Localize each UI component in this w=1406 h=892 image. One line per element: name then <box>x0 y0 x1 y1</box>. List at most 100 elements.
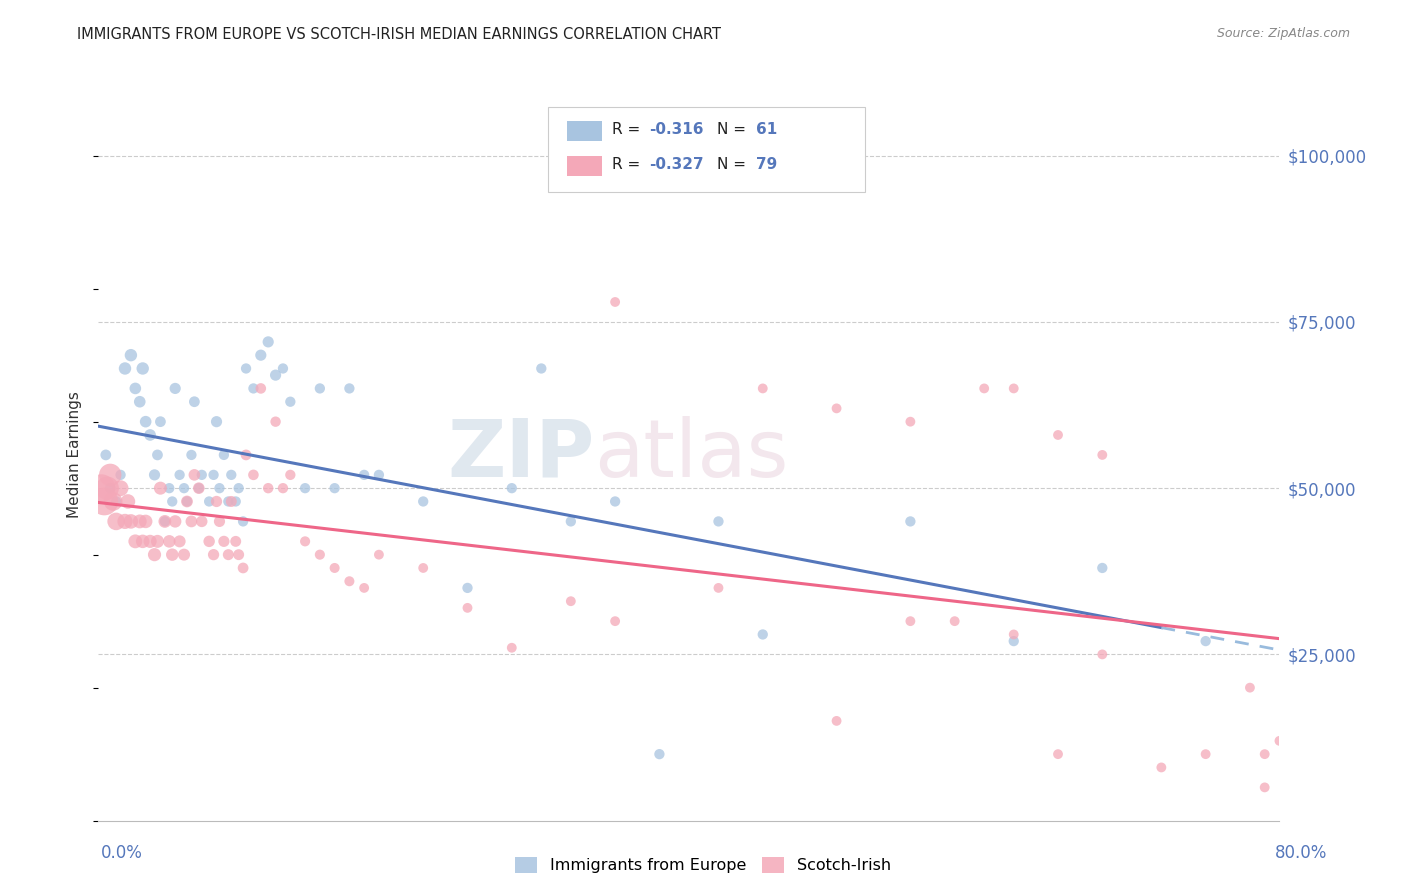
Point <box>457 581 479 595</box>
Point <box>309 381 332 395</box>
Point <box>323 561 346 575</box>
Point <box>752 627 775 641</box>
Point <box>94 448 117 462</box>
Point <box>183 467 205 482</box>
Point <box>135 415 157 429</box>
Point <box>128 515 150 529</box>
Point <box>412 561 434 575</box>
Point <box>90 481 112 495</box>
Text: N =: N = <box>717 157 751 171</box>
Point <box>98 467 121 482</box>
Text: 61: 61 <box>756 122 778 136</box>
Point <box>205 415 228 429</box>
Point <box>242 467 264 482</box>
Point <box>232 515 254 529</box>
Point <box>271 361 294 376</box>
Point <box>146 448 169 462</box>
Point <box>139 428 162 442</box>
Point <box>280 467 302 482</box>
Point <box>294 481 316 495</box>
Point <box>1002 381 1025 395</box>
Point <box>228 548 250 562</box>
Point <box>353 581 375 595</box>
Point <box>1002 627 1025 641</box>
Point <box>1254 747 1277 761</box>
Point <box>157 534 180 549</box>
Point <box>900 515 922 529</box>
Point <box>120 515 142 529</box>
Point <box>105 515 128 529</box>
Point <box>149 481 172 495</box>
Point <box>98 481 121 495</box>
Point <box>135 515 157 529</box>
Point <box>132 534 155 549</box>
Point <box>257 481 280 495</box>
Point <box>225 494 247 508</box>
Text: -0.316: -0.316 <box>650 122 704 136</box>
Point <box>1002 634 1025 648</box>
Point <box>124 381 146 395</box>
Point <box>1091 648 1114 662</box>
Point <box>162 548 183 562</box>
Point <box>707 515 730 529</box>
Point <box>605 295 627 310</box>
Point <box>264 368 287 383</box>
Point <box>205 494 228 508</box>
Point <box>191 515 214 529</box>
Point <box>368 467 391 482</box>
Point <box>212 534 235 549</box>
Point <box>96 481 118 495</box>
Point <box>1254 780 1277 795</box>
Point <box>1239 681 1261 695</box>
Point <box>120 348 142 362</box>
Point <box>280 394 302 409</box>
Point <box>157 481 180 495</box>
Point <box>242 381 264 395</box>
Point <box>173 481 195 495</box>
Text: R =: R = <box>612 122 645 136</box>
Point <box>212 448 235 462</box>
Point <box>143 548 166 562</box>
Point <box>139 534 162 549</box>
Point <box>605 614 627 628</box>
Point <box>250 348 273 362</box>
Point <box>128 394 150 409</box>
Legend: Immigrants from Europe, Scotch-Irish: Immigrants from Europe, Scotch-Irish <box>508 850 898 880</box>
Point <box>943 614 966 628</box>
Point <box>501 640 523 655</box>
Point <box>132 361 155 376</box>
Point <box>173 548 195 562</box>
Point <box>264 415 287 429</box>
Point <box>202 548 225 562</box>
Point <box>825 714 848 728</box>
Text: IMMIGRANTS FROM EUROPE VS SCOTCH-IRISH MEDIAN EARNINGS CORRELATION CHART: IMMIGRANTS FROM EUROPE VS SCOTCH-IRISH M… <box>77 27 721 42</box>
Point <box>225 534 247 549</box>
Point <box>257 334 280 349</box>
Point <box>149 415 172 429</box>
Point <box>176 494 198 508</box>
Point <box>271 481 294 495</box>
Point <box>114 361 136 376</box>
Point <box>221 494 243 508</box>
Point <box>187 481 209 495</box>
Text: Source: ZipAtlas.com: Source: ZipAtlas.com <box>1216 27 1350 40</box>
Point <box>153 515 176 529</box>
Point <box>232 561 254 575</box>
Point <box>183 394 205 409</box>
Point <box>208 515 231 529</box>
Point <box>560 594 582 608</box>
Text: 0.0%: 0.0% <box>101 844 143 862</box>
Point <box>1195 747 1218 761</box>
Point <box>309 548 332 562</box>
Point <box>228 481 250 495</box>
Point <box>250 381 273 395</box>
Point <box>412 494 434 508</box>
Point <box>605 494 627 508</box>
Point <box>648 747 671 761</box>
Point <box>110 481 132 495</box>
Point <box>221 467 243 482</box>
Point <box>110 467 132 482</box>
Point <box>153 515 176 529</box>
Text: ZIP: ZIP <box>447 416 595 494</box>
Point <box>235 361 257 376</box>
